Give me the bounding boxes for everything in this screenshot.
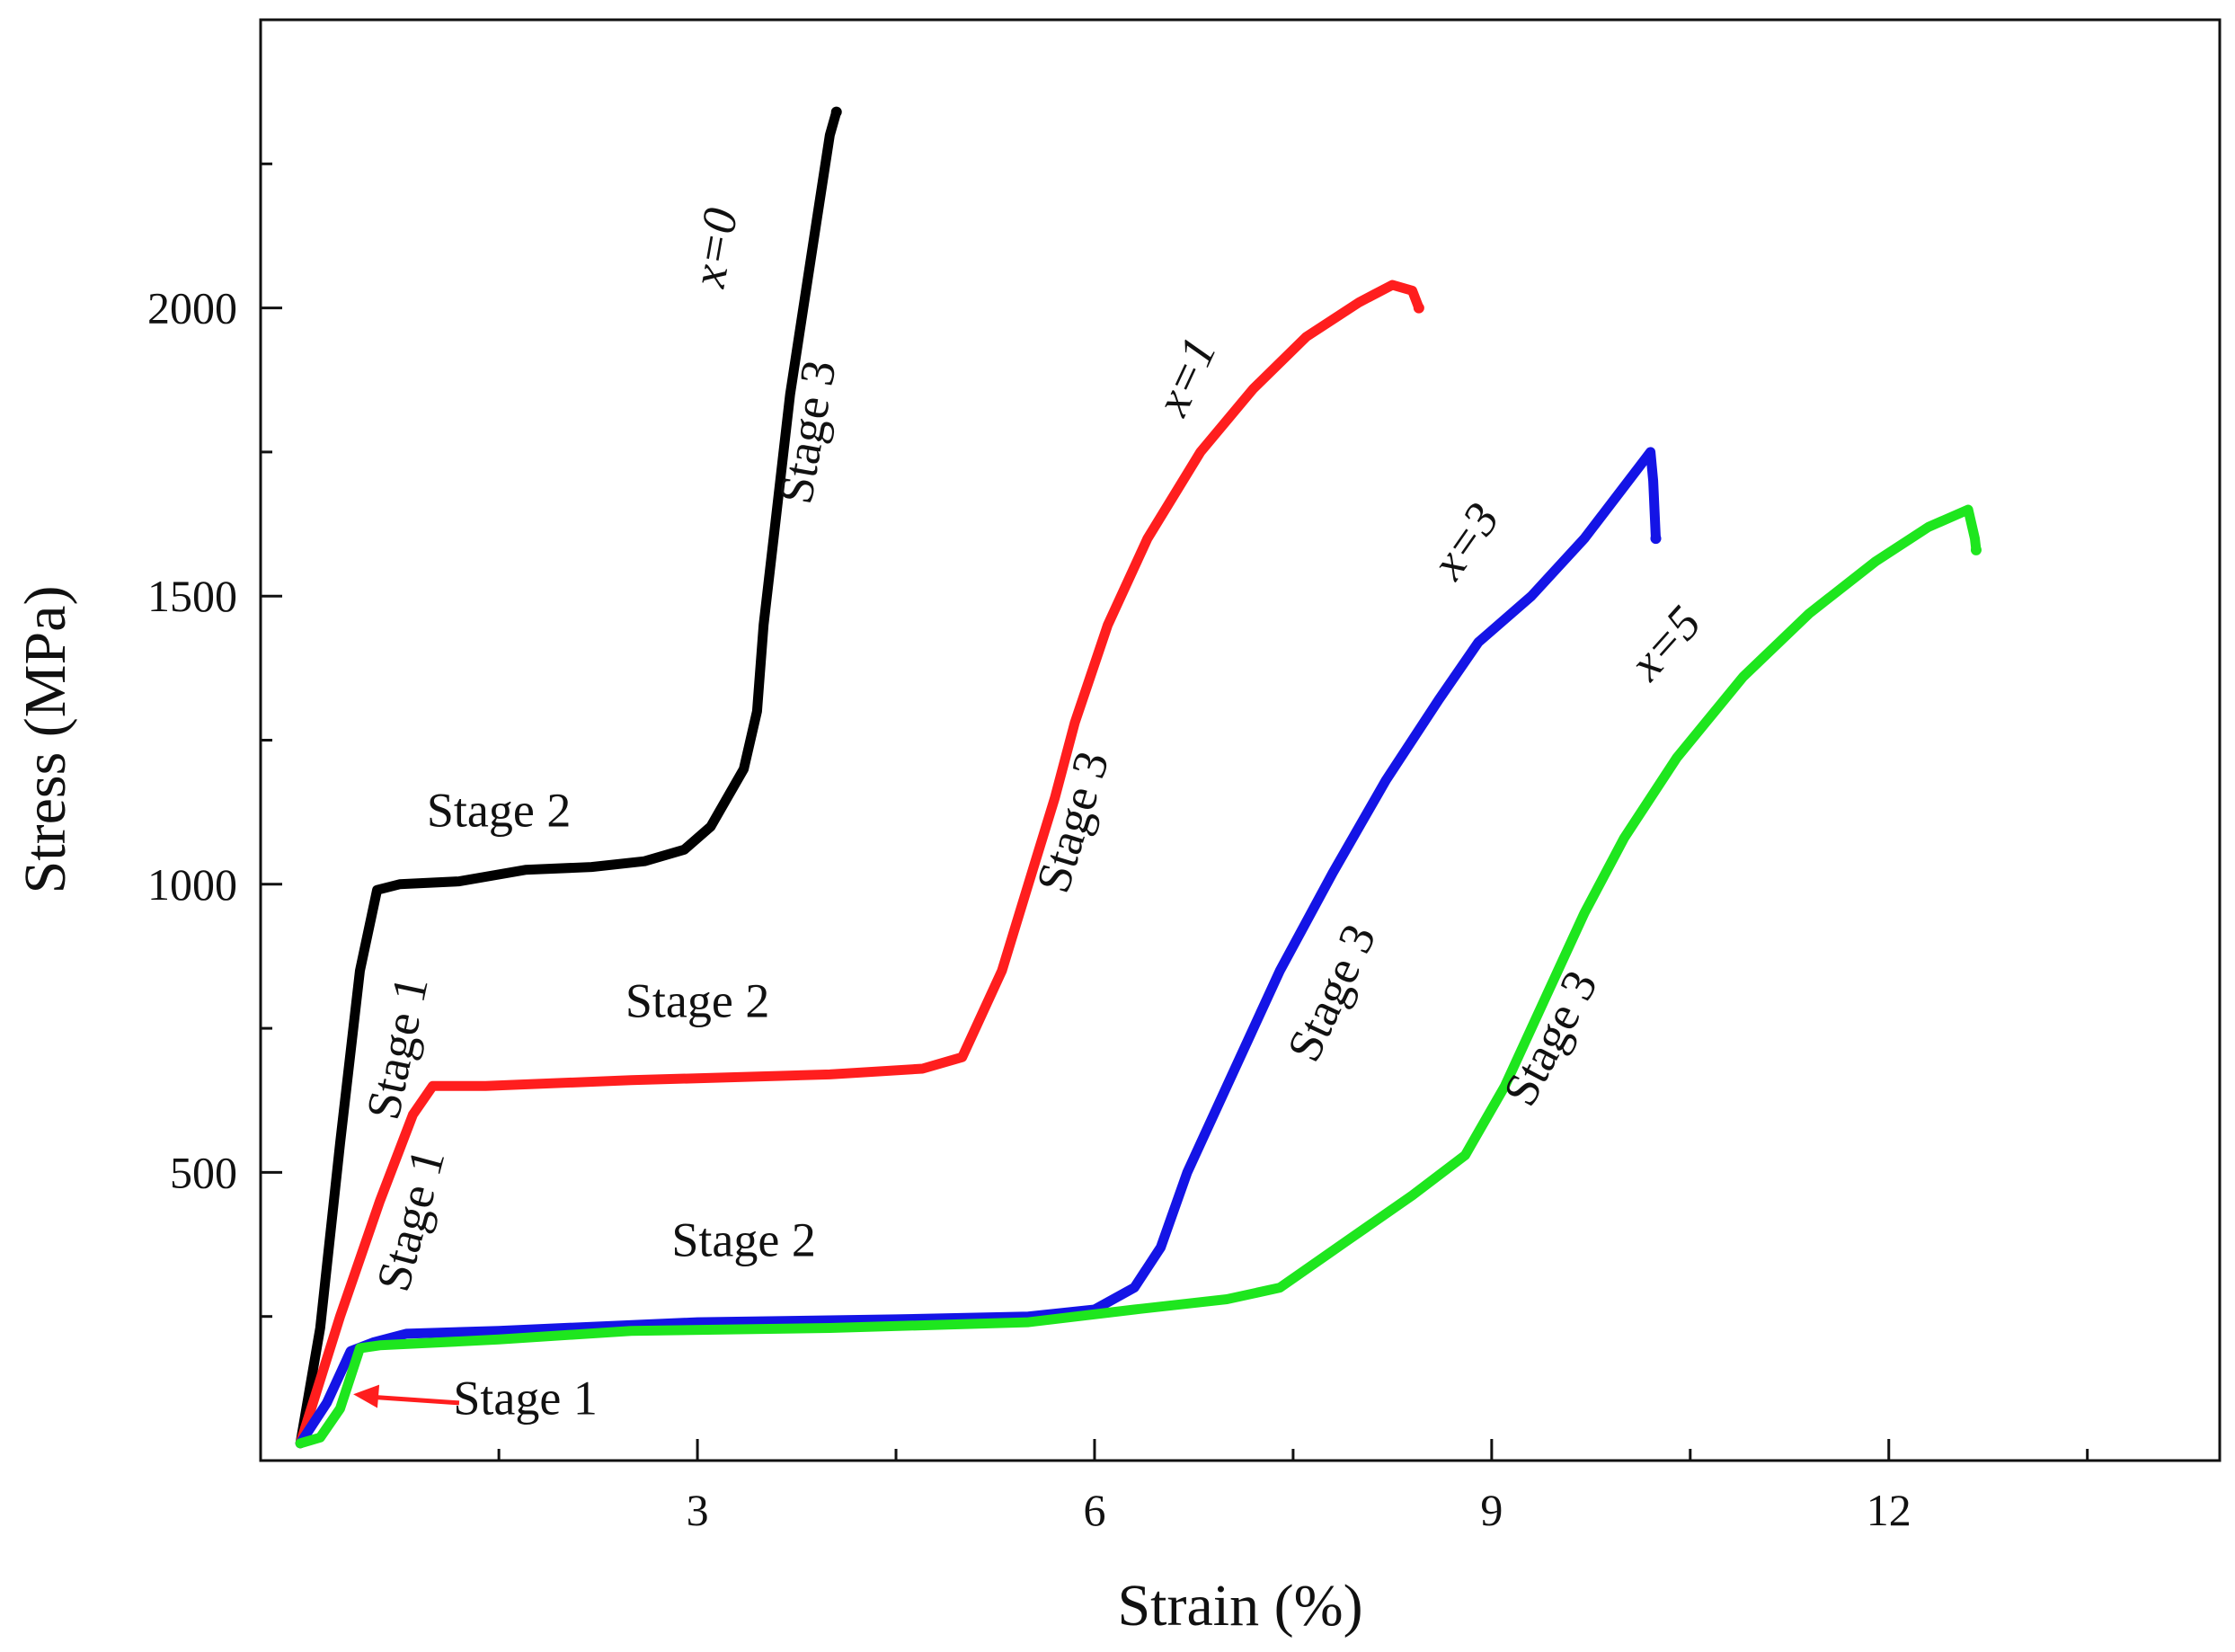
series-end-point-x-3 bbox=[1650, 533, 1662, 545]
series-line-x-0 bbox=[295, 107, 842, 1449]
y-tick-label: 500 bbox=[170, 1147, 237, 1197]
y-axis-title: Stress (MPa) bbox=[13, 586, 78, 894]
stage-annotation: Stage 2 bbox=[671, 1212, 815, 1266]
x-tick-label: 6 bbox=[1083, 1485, 1105, 1535]
stage-annotation: Stage 3 bbox=[1493, 962, 1608, 1115]
axis-ticks: 3 6 9 12 500 1000 1500 2000 bbox=[147, 162, 2089, 1535]
stage-annotation: Stage 1 bbox=[453, 1372, 597, 1426]
y-tick-label: 2000 bbox=[147, 283, 237, 333]
series-end-point-x-5 bbox=[1970, 544, 1982, 555]
curve-label: x=0 bbox=[681, 204, 748, 291]
x-tick-label: 3 bbox=[687, 1485, 709, 1535]
stage-annotation: Stage 2 bbox=[625, 973, 769, 1027]
series-line-x-5 bbox=[295, 504, 1982, 1449]
series-layer bbox=[295, 106, 1982, 1449]
curve-label: x=1 bbox=[1144, 329, 1227, 423]
annotations: Stage 2 Stage 3 Stage 1 Stage 2 Stage 3 Stage… bbox=[353, 204, 1711, 1426]
curve-label: x=5 bbox=[1619, 596, 1712, 691]
series-line-x-3 bbox=[295, 447, 1661, 1449]
y-tick-label: 1500 bbox=[147, 571, 237, 621]
arrow-head bbox=[353, 1384, 380, 1408]
plot-frame bbox=[259, 18, 2222, 1462]
arrow-shaft bbox=[370, 1394, 460, 1406]
curve-label: x=3 bbox=[1420, 493, 1510, 590]
x-tick-label: 12 bbox=[1867, 1485, 1911, 1535]
stage-annotation: Stage 3 bbox=[768, 356, 847, 507]
x-tick-label: 9 bbox=[1480, 1485, 1503, 1535]
x-axis-title: Strain (%) bbox=[1117, 1573, 1362, 1639]
y-tick-label: 1000 bbox=[147, 859, 237, 910]
stage-annotation: Stage 2 bbox=[427, 784, 571, 838]
series-end-point-x-1 bbox=[1413, 302, 1424, 314]
stage-annotation: Stage 1 bbox=[366, 1143, 455, 1297]
stage-annotation: Stage 3 bbox=[1025, 745, 1119, 899]
series-end-point-x-0 bbox=[830, 106, 842, 118]
series-line-x-1 bbox=[295, 280, 1424, 1449]
